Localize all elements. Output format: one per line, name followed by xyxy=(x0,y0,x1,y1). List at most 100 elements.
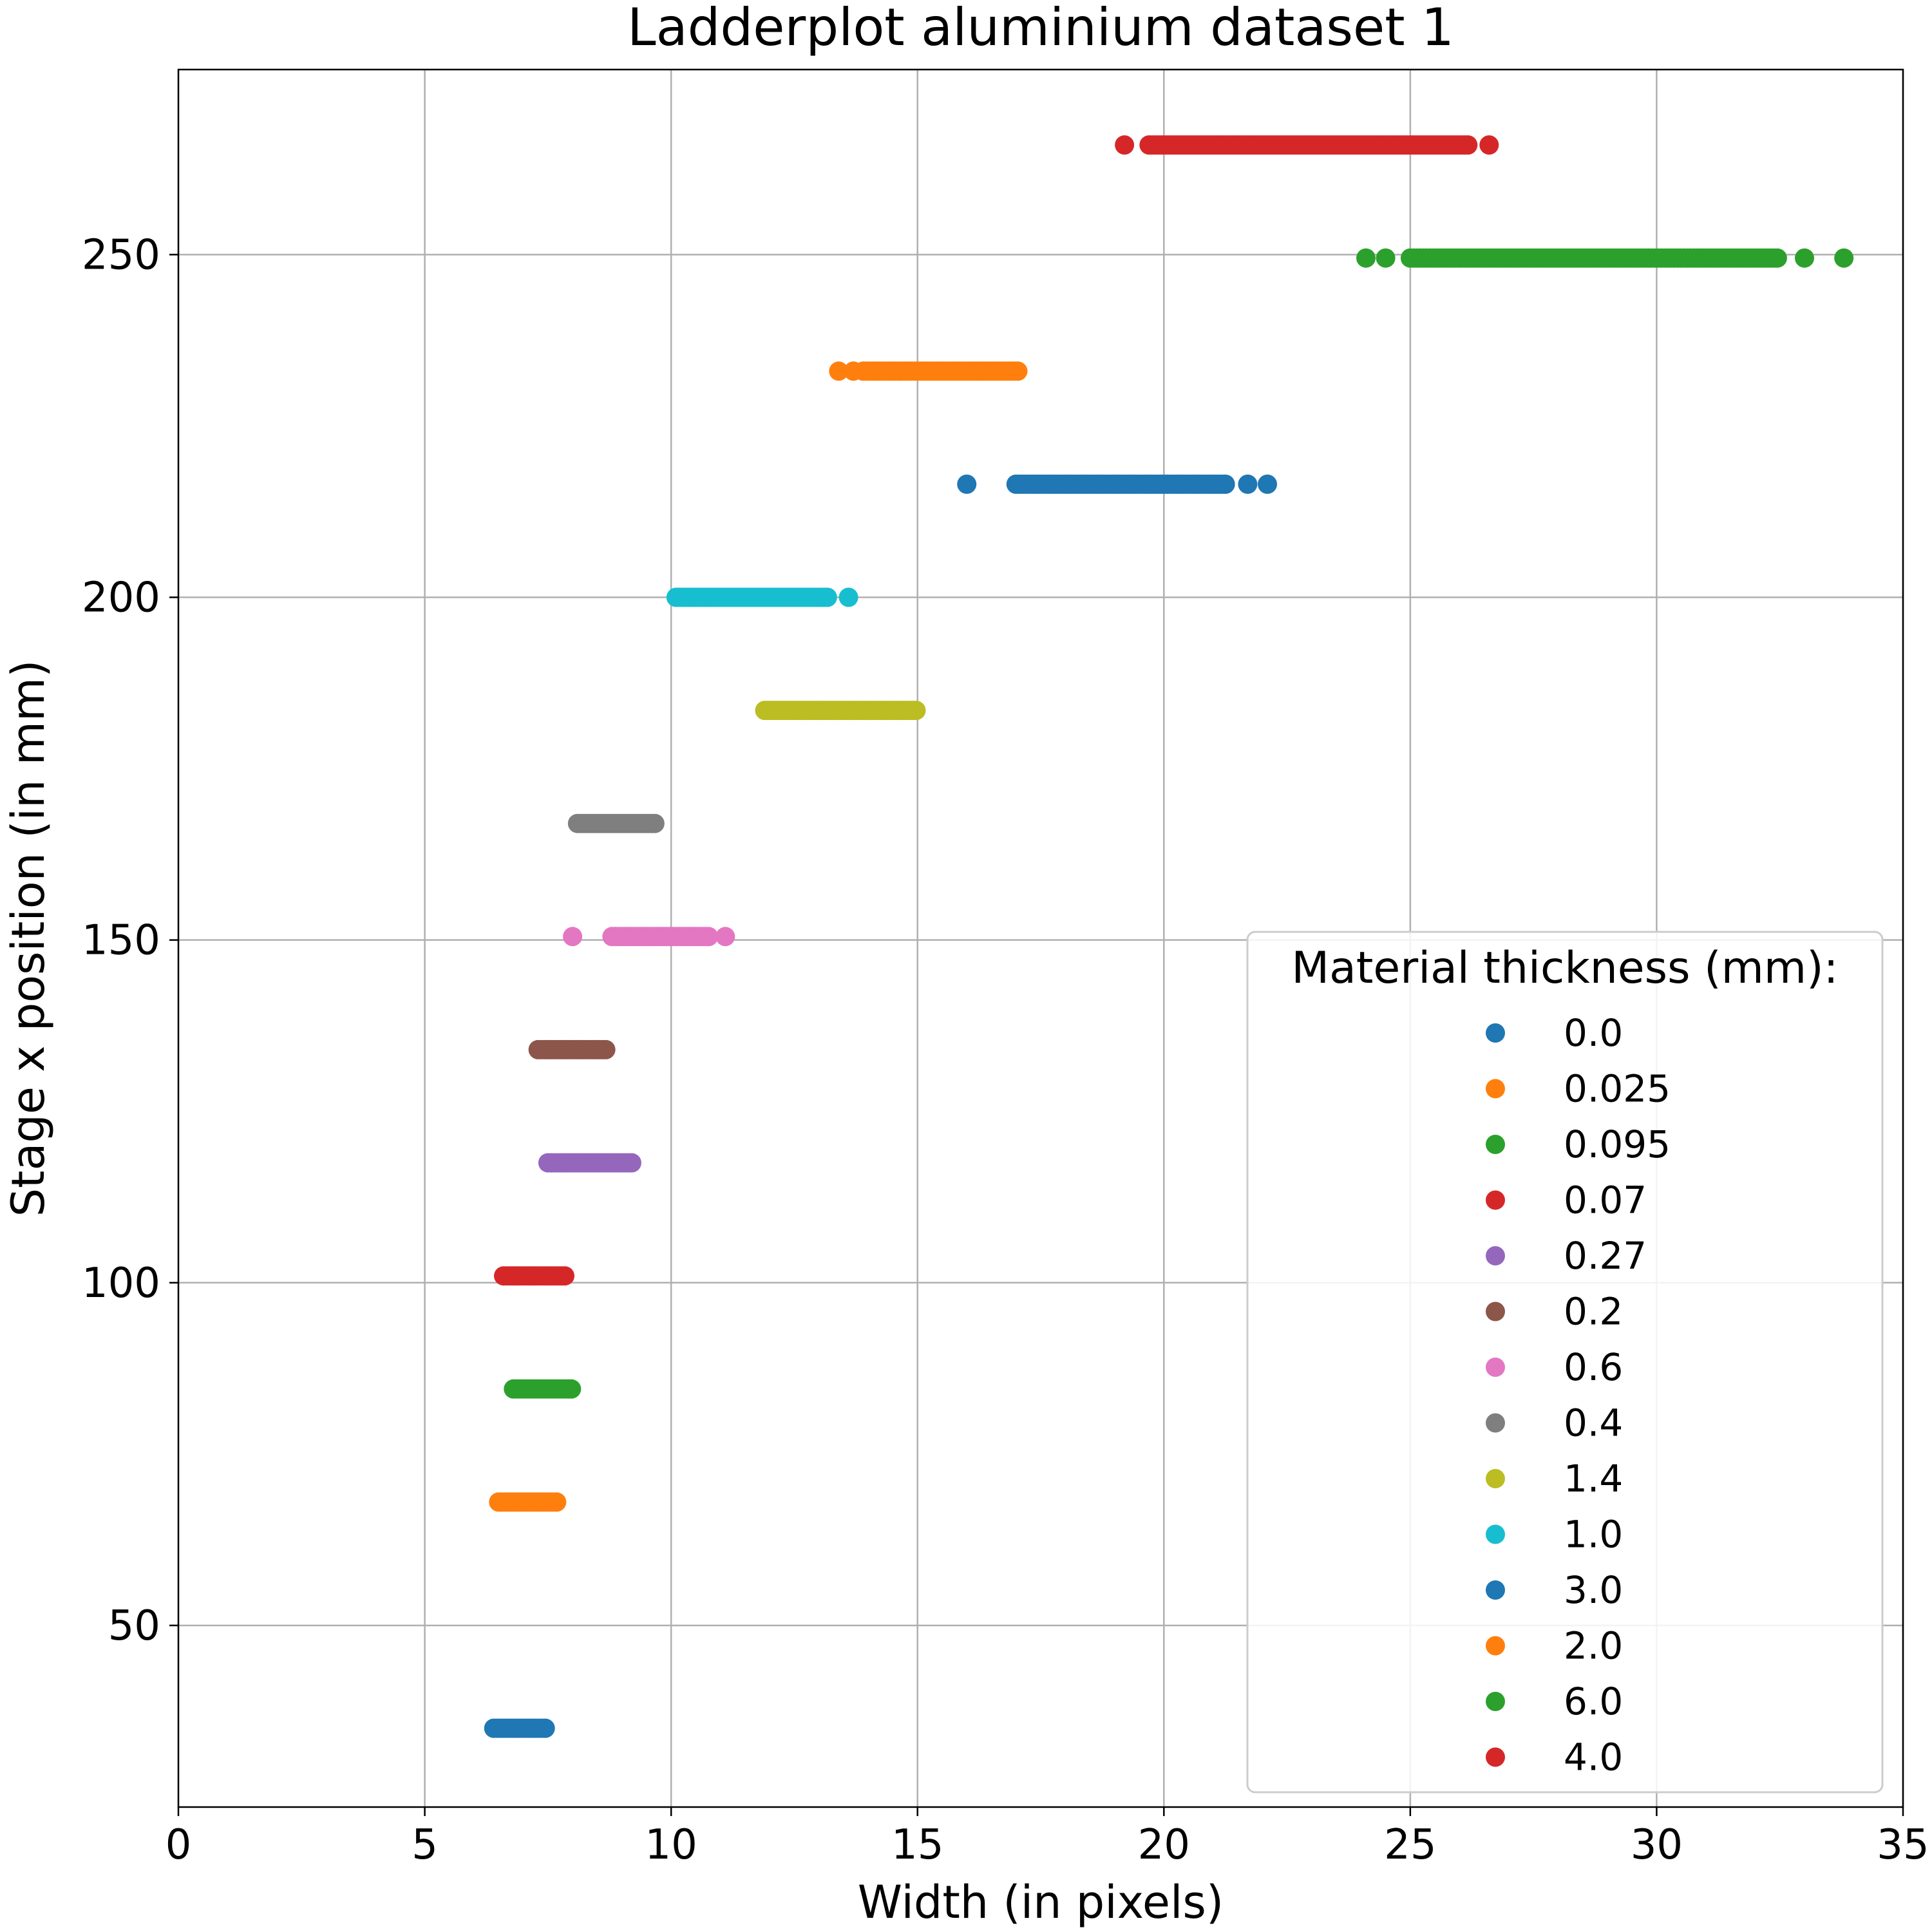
x-axis-label: Width (in pixels) xyxy=(858,1876,1224,1929)
legend-entry: 0.2 xyxy=(1486,1290,1623,1334)
series-0.095 xyxy=(504,1379,582,1399)
data-point xyxy=(621,1153,641,1173)
legend-label: 0.0 xyxy=(1564,1011,1623,1055)
legend-entry: 4.0 xyxy=(1486,1736,1623,1779)
data-point xyxy=(1215,474,1235,494)
legend-label: 0.6 xyxy=(1564,1345,1623,1389)
legend-entry: 0.27 xyxy=(1486,1234,1647,1278)
data-point-outlier xyxy=(1834,248,1854,268)
legend-box xyxy=(1246,931,1884,1794)
legend-label: 0.2 xyxy=(1564,1290,1623,1334)
legend-label: 0.27 xyxy=(1564,1234,1647,1278)
data-point xyxy=(817,587,837,607)
legend-marker xyxy=(1486,1580,1505,1600)
data-point xyxy=(645,813,665,833)
data-point-outlier xyxy=(844,361,864,381)
series-0.2 xyxy=(528,1039,616,1059)
legend-label: 0.025 xyxy=(1564,1067,1671,1111)
series-2.0 xyxy=(829,361,1028,381)
data-point-outlier xyxy=(838,587,858,607)
x-tick-label: 20 xyxy=(1138,1821,1190,1869)
y-tick-label: 50 xyxy=(108,1602,160,1650)
legend-items: 0.0 0.025 0.095 0.07 0.27 0.2 0.6 0.4 1.4 1.0 3.0 2… xyxy=(1486,1011,1671,1779)
data-point xyxy=(1458,135,1478,155)
legend-label: 3.0 xyxy=(1564,1568,1623,1612)
plot-frame xyxy=(177,68,1904,1808)
series-0.025 xyxy=(489,1492,567,1512)
legend: Material thickness (mm): 0.00.0250.0950.… xyxy=(1246,931,1884,1794)
data-point xyxy=(906,701,926,721)
y-tick-label: 250 xyxy=(82,231,160,279)
legend-marker xyxy=(1486,1246,1505,1265)
legend-marker xyxy=(1486,1358,1505,1377)
data-point-outlier xyxy=(1795,248,1814,268)
data-point-outlier xyxy=(1479,135,1499,155)
series-0.4 xyxy=(567,813,665,833)
data-point-outlier xyxy=(829,361,849,381)
legend-entry: 2.0 xyxy=(1486,1624,1623,1668)
legend-marker xyxy=(1486,1524,1505,1544)
data-point-outlier xyxy=(957,474,977,494)
data-point-outlier xyxy=(715,927,735,947)
y-tick-label: 100 xyxy=(82,1260,160,1307)
legend-marker xyxy=(1486,1023,1505,1043)
y-tick-label: 200 xyxy=(82,574,160,622)
series-1.4 xyxy=(755,701,926,721)
data-point xyxy=(555,1266,574,1286)
x-tick-label: 15 xyxy=(891,1821,943,1869)
data-point-outlier xyxy=(1376,248,1396,268)
series-6.0 xyxy=(1356,248,1854,268)
legend-label: 0.4 xyxy=(1564,1401,1623,1445)
legend-entry: 0.4 xyxy=(1486,1401,1623,1445)
axis-ticks: 0 5 10 15 20 25 30 35 50 100 150 200 250 xyxy=(82,231,1929,1869)
legend-label: 1.0 xyxy=(1564,1513,1623,1557)
data-point xyxy=(535,1718,555,1738)
series-0.27 xyxy=(538,1153,641,1173)
legend-marker xyxy=(1486,1302,1505,1321)
data-point-outlier xyxy=(1258,474,1277,494)
legend-label: 2.0 xyxy=(1564,1624,1623,1668)
legend-entry: 0.07 xyxy=(1486,1179,1647,1222)
x-tick-label: 35 xyxy=(1877,1821,1929,1869)
legend-title: Material thickness (mm): xyxy=(1291,943,1838,994)
series-0.0 xyxy=(484,1718,555,1738)
legend-entry: 0.0 xyxy=(1486,1011,1623,1055)
legend-marker xyxy=(1486,1079,1505,1099)
x-tick-label: 25 xyxy=(1384,1821,1436,1869)
legend-entry: 0.095 xyxy=(1486,1122,1671,1166)
series-1.0 xyxy=(666,587,858,607)
series-0.6 xyxy=(563,927,735,947)
legend-entry: 1.0 xyxy=(1486,1513,1623,1557)
legend-entry: 0.6 xyxy=(1486,1345,1623,1389)
legend-entry: 1.4 xyxy=(1486,1457,1623,1501)
data-point xyxy=(562,1379,582,1399)
x-tick-label: 30 xyxy=(1631,1821,1683,1869)
legend-marker xyxy=(1486,1413,1505,1433)
legend-marker xyxy=(1486,1636,1505,1656)
legend-label: 6.0 xyxy=(1564,1680,1623,1723)
data-point xyxy=(596,1039,616,1059)
x-tick-label: 10 xyxy=(645,1821,697,1869)
data-point xyxy=(547,1492,567,1512)
legend-entry: 6.0 xyxy=(1486,1680,1623,1723)
legend-label: 1.4 xyxy=(1564,1457,1623,1501)
data-point-outlier xyxy=(1238,474,1258,494)
legend-label: 4.0 xyxy=(1564,1736,1623,1779)
series-3.0 xyxy=(957,474,1277,494)
legend-marker xyxy=(1486,1469,1505,1488)
series-4.0 xyxy=(1115,135,1499,155)
legend-marker xyxy=(1486,1190,1505,1210)
legend-label: 0.07 xyxy=(1564,1179,1647,1222)
data-point xyxy=(699,927,719,947)
legend-label: 0.095 xyxy=(1564,1122,1671,1166)
legend-marker xyxy=(1486,1747,1505,1767)
series-0.07 xyxy=(494,1266,574,1286)
data-point xyxy=(1767,248,1787,268)
chart-title: Ladderplot aluminium dataset 1 xyxy=(627,0,1454,57)
legend-entry: 3.0 xyxy=(1486,1568,1623,1612)
y-tick-label: 150 xyxy=(82,917,160,965)
legend-entry: 0.025 xyxy=(1486,1067,1671,1111)
y-axis-label: Stage x position (in mm) xyxy=(2,660,55,1217)
legend-marker xyxy=(1486,1692,1505,1711)
